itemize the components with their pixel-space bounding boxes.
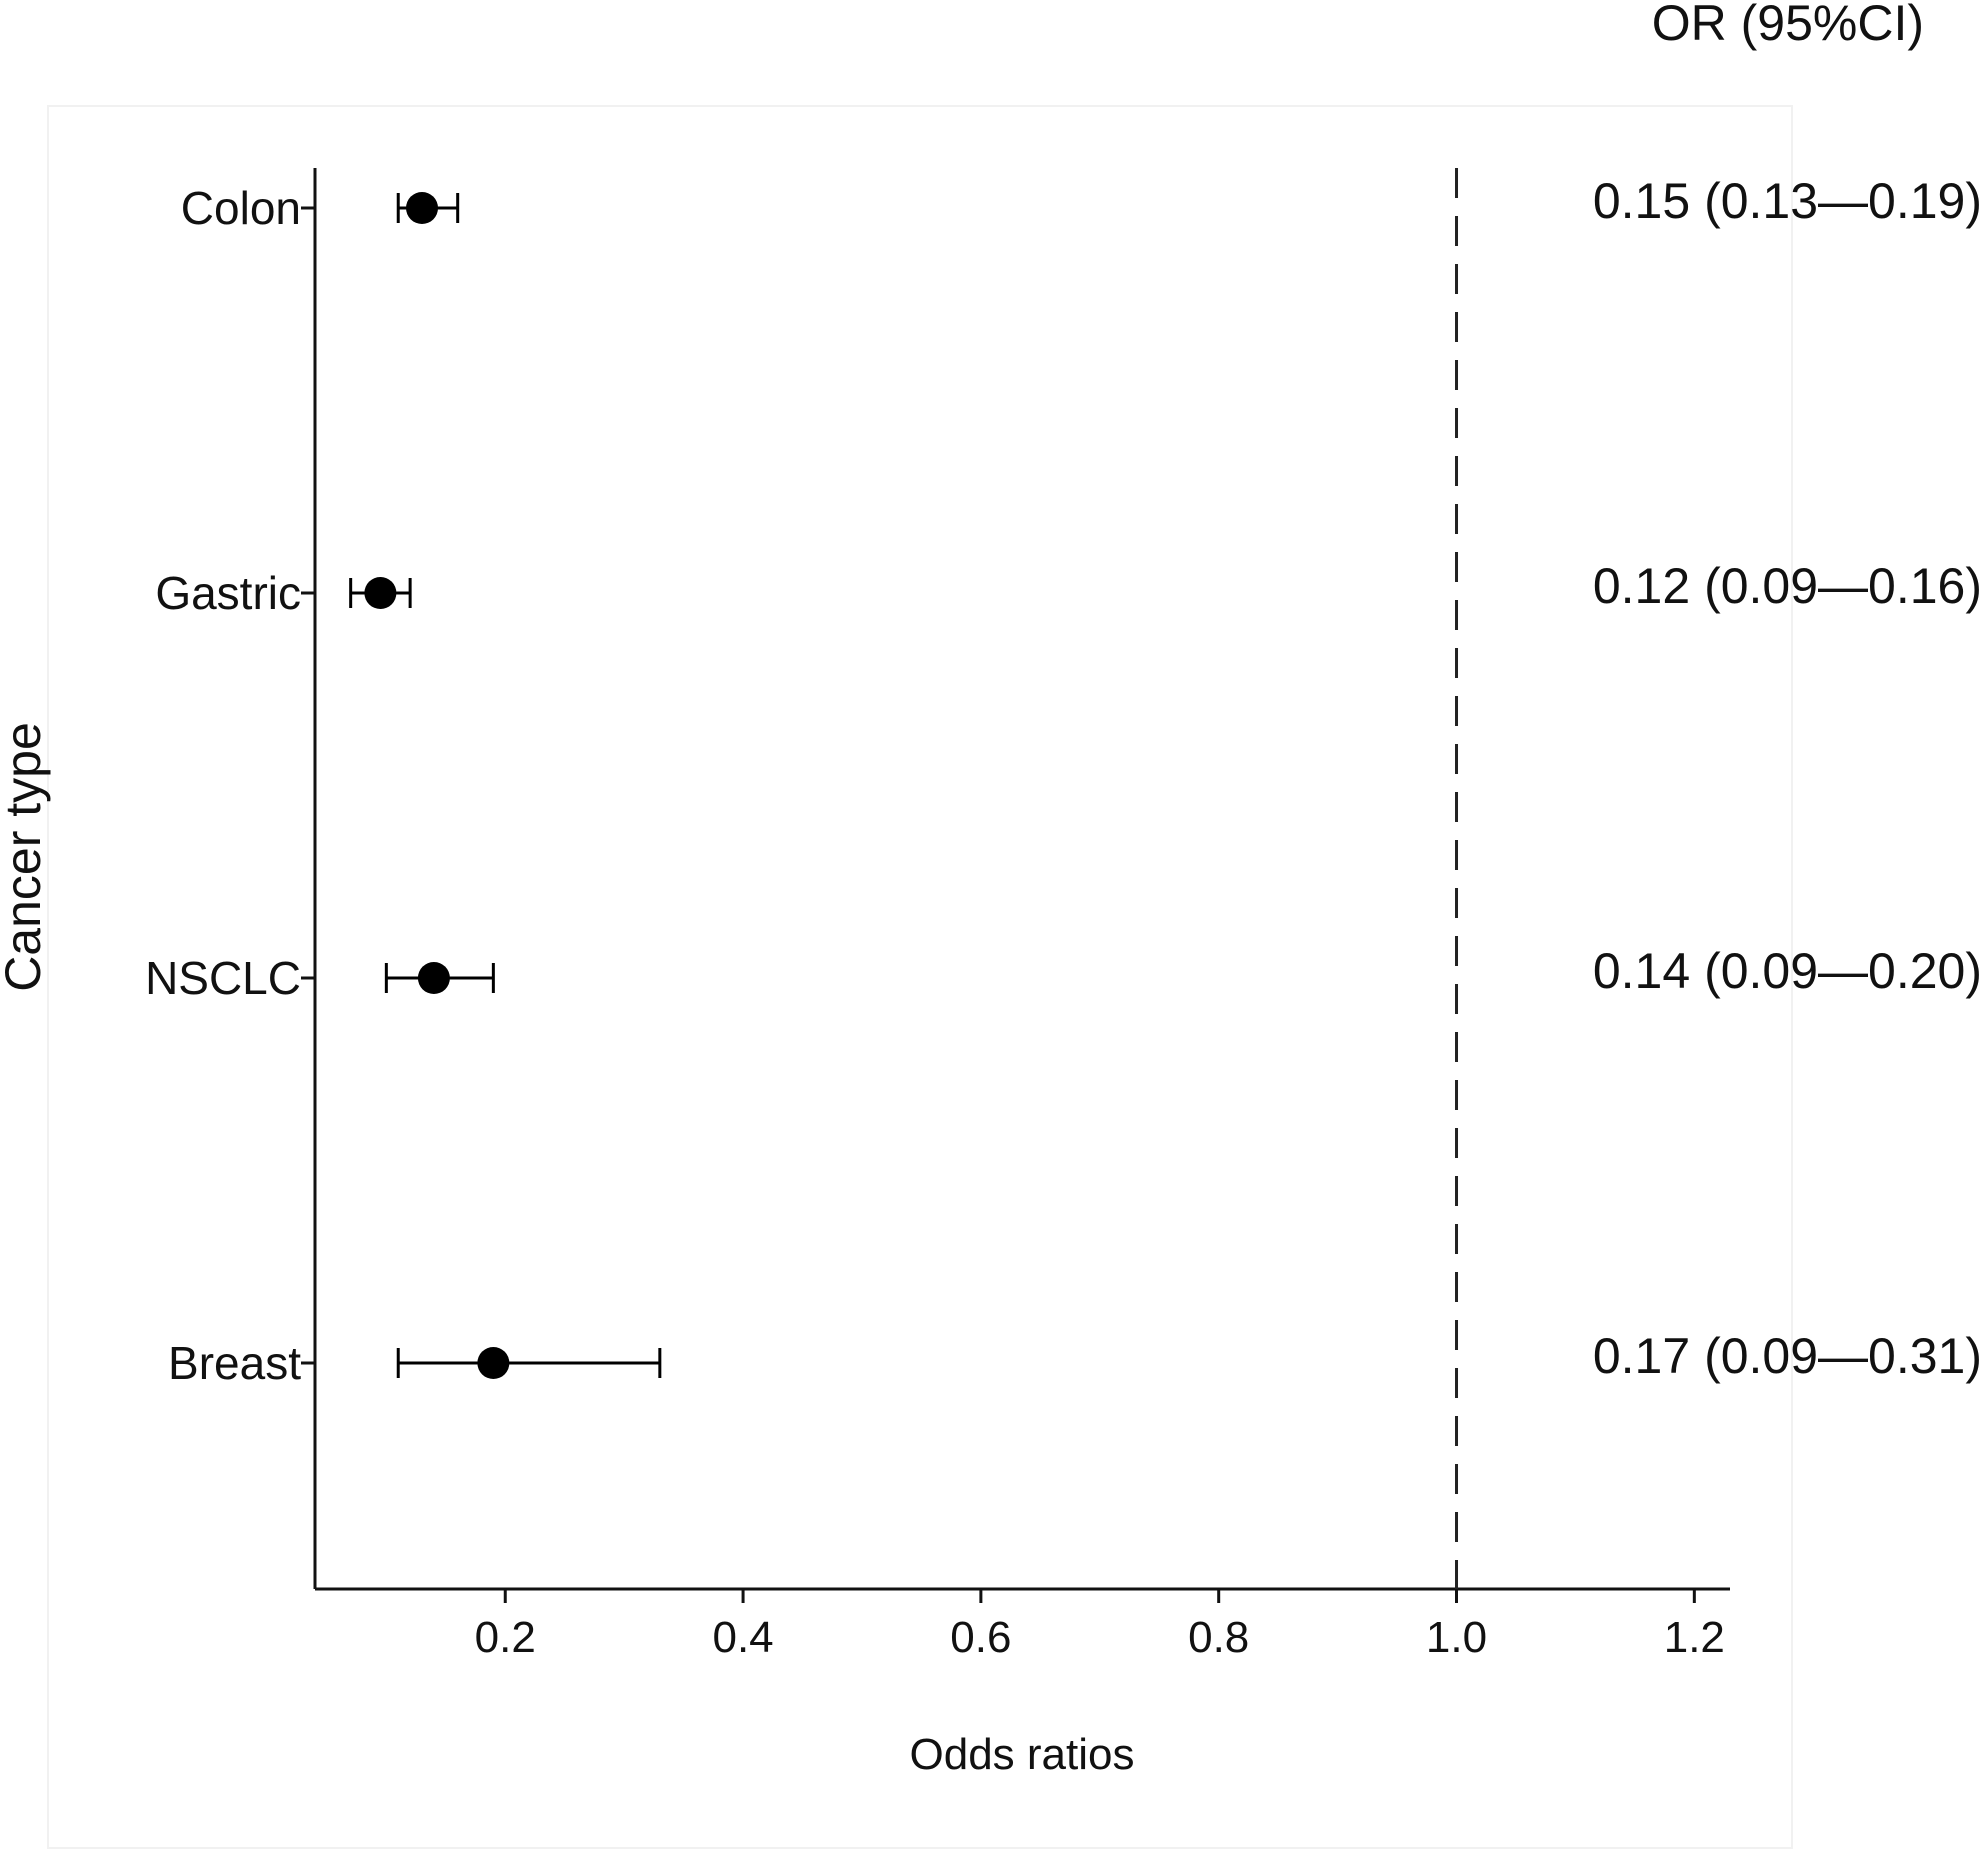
x-ticks: 0.2 0.4 0.6 0.8 1.0 1.2 [475, 1589, 1725, 1662]
category-label: Colon [181, 182, 301, 234]
x-tick-label: 0.2 [475, 1613, 536, 1662]
forest-row: Gastric 0.12 (0.09—0.16) [155, 558, 1982, 619]
x-tick-label: 0.4 [712, 1613, 773, 1662]
category-label: Breast [168, 1337, 301, 1389]
x-tick-label: 0.8 [1188, 1613, 1249, 1662]
x-tick-label: 1.0 [1426, 1613, 1487, 1662]
forest-row: Colon 0.15 (0.13—0.19) [181, 173, 1982, 234]
or-point [406, 192, 439, 224]
or-ci-header: OR (95%CI) [1652, 0, 1924, 51]
or-ci-value: 0.17 (0.09—0.31) [1593, 1328, 1982, 1384]
or-ci-value: 0.12 (0.09—0.16) [1593, 558, 1982, 614]
x-axis-title: Odds ratios [910, 1730, 1135, 1779]
x-tick-label: 1.2 [1664, 1613, 1725, 1662]
category-label: NSCLC [145, 952, 301, 1004]
or-ci-value: 0.14 (0.09—0.20) [1593, 943, 1982, 999]
or-point [477, 1347, 510, 1379]
category-label: Gastric [155, 567, 301, 619]
x-tick-label: 0.6 [950, 1613, 1011, 1662]
forest-rows: Colon 0.15 (0.13—0.19) Gastric 0.12 (0.09—0… [145, 173, 1982, 1389]
or-ci-value: 0.15 (0.13—0.19) [1593, 173, 1982, 229]
or-point [417, 962, 450, 994]
forest-row: NSCLC 0.14 (0.09—0.20) [145, 943, 1982, 1004]
plot-frame [47, 105, 1793, 1849]
forest-row: Breast 0.17 (0.09—0.31) [168, 1328, 1982, 1389]
or-point [364, 577, 397, 609]
y-axis-title: Cancer type [0, 722, 51, 992]
